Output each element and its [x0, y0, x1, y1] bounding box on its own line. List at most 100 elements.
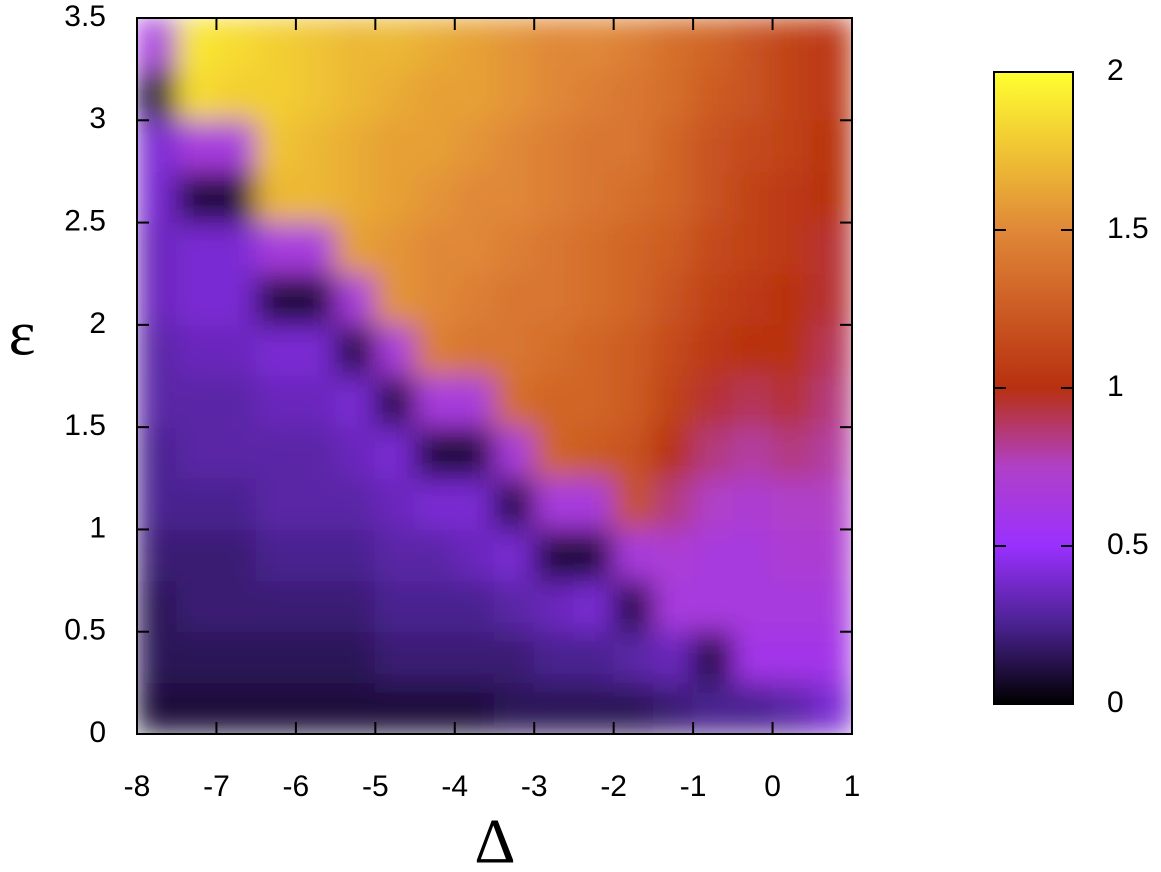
heat-cell: [215, 477, 257, 530]
heat-cell: [494, 68, 535, 121]
heat-cell: [374, 426, 416, 479]
heat-cell: [374, 375, 416, 428]
heat-cell: [811, 324, 852, 377]
heat-cell: [732, 324, 774, 377]
heat-cell: [732, 528, 774, 582]
heat-cell: [374, 631, 416, 684]
heat-cell: [613, 477, 654, 530]
heat-cell: [176, 324, 217, 377]
heat-cell: [573, 18, 615, 70]
y-tick-label: 1.5: [64, 409, 106, 442]
heat-cell: [335, 477, 376, 530]
heat-cell: [494, 273, 535, 326]
heat-cell: [374, 580, 416, 633]
heat-cell: [176, 682, 217, 734]
heat-cell: [414, 222, 456, 275]
heat-cell: [176, 580, 217, 633]
heat-cell: [533, 682, 575, 734]
heat-cell: [295, 682, 337, 734]
heat-cell: [137, 170, 178, 224]
heat-cell: [137, 68, 178, 121]
heat-cell: [374, 170, 416, 224]
heat-cell: [215, 682, 257, 734]
heat-cell: [454, 324, 495, 377]
heat-cell: [732, 68, 774, 121]
heat-cell: [573, 68, 615, 121]
heat-cell: [295, 528, 337, 582]
colorbar-tick-label: 2: [1107, 54, 1124, 87]
heat-cell: [335, 18, 376, 70]
heat-cell: [494, 324, 535, 377]
heat-cell: [137, 477, 178, 530]
heat-cell: [255, 170, 297, 224]
heat-cell: [494, 631, 535, 684]
heat-cell: [414, 426, 456, 479]
x-tick-label: 0: [764, 770, 781, 803]
heat-cell: [732, 18, 774, 70]
heat-cell: [255, 528, 297, 582]
heat-cell: [692, 222, 734, 275]
heat-cell: [613, 170, 654, 224]
heat-cell: [215, 170, 257, 224]
heat-cell: [176, 631, 217, 684]
heat-cell: [692, 170, 734, 224]
x-tick-label: -6: [283, 770, 310, 803]
heat-cell: [215, 18, 257, 70]
heat-cell: [137, 273, 178, 326]
heat-cell: [533, 119, 575, 172]
heat-cell: [613, 580, 654, 633]
heat-cell: [335, 580, 376, 633]
heat-cell: [414, 68, 456, 121]
heat-cell: [533, 528, 575, 582]
heat-cell: [255, 631, 297, 684]
heat-cell: [215, 273, 257, 326]
heat-cell: [613, 68, 654, 121]
heat-cell: [692, 18, 734, 70]
heat-cell: [255, 375, 297, 428]
heat-cell: [295, 375, 337, 428]
heat-cell: [732, 273, 774, 326]
heat-cell: [613, 631, 654, 684]
heat-cell: [652, 580, 694, 633]
heat-cell: [176, 222, 217, 275]
heat-cell: [335, 682, 376, 734]
heat-cell: [137, 18, 178, 70]
heat-cell: [137, 528, 178, 582]
heat-cell: [255, 68, 297, 121]
heat-cell: [692, 273, 734, 326]
heat-cell: [255, 222, 297, 275]
heat-cell: [454, 170, 495, 224]
heat-cell: [137, 682, 178, 734]
x-tick-label: 1: [844, 770, 861, 803]
heat-cell: [335, 170, 376, 224]
heat-cell: [414, 119, 456, 172]
heat-cell: [414, 580, 456, 633]
heat-cell: [652, 631, 694, 684]
heat-cell: [454, 119, 495, 172]
heatmap: [137, 18, 852, 734]
heat-cell: [137, 426, 178, 479]
heat-cell: [772, 580, 813, 633]
heat-cell: [772, 222, 813, 275]
heat-cell: [692, 528, 734, 582]
heat-cell: [573, 477, 615, 530]
heat-cell: [613, 222, 654, 275]
heat-cell: [573, 119, 615, 172]
heat-cell: [374, 682, 416, 734]
heat-cell: [255, 324, 297, 377]
heat-cell: [772, 119, 813, 172]
y-axis-label: ε: [9, 298, 36, 369]
heat-cell: [414, 477, 456, 530]
heat-cell: [692, 631, 734, 684]
heat-cell: [613, 119, 654, 172]
heat-cell: [772, 682, 813, 734]
heat-cell: [494, 580, 535, 633]
heat-cell: [732, 477, 774, 530]
heat-cell: [652, 273, 694, 326]
heat-cell: [295, 631, 337, 684]
heat-cell: [295, 580, 337, 633]
x-tick-label: -7: [203, 770, 230, 803]
heat-cell: [732, 170, 774, 224]
heat-cell: [533, 222, 575, 275]
heat-cell: [573, 528, 615, 582]
